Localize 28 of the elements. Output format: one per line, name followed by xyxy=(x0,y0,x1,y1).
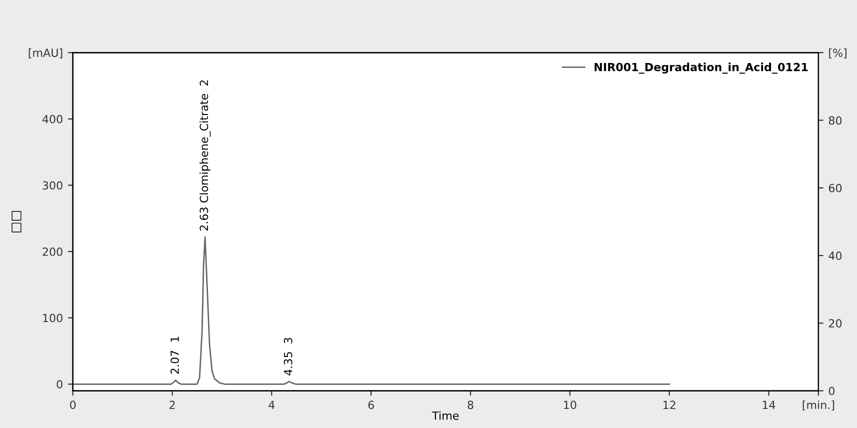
annotation: 2.63 Clomiphene_Citrate 2 xyxy=(200,80,211,231)
annotation: 4.35 3 xyxy=(284,338,292,376)
x-tick-label: [min.] xyxy=(802,400,834,410)
x-tick-label: 0 xyxy=(70,400,76,410)
y2-tick-label: 0 xyxy=(828,386,834,396)
y-tick-label: 400 xyxy=(42,114,62,124)
y-tick-label: 100 xyxy=(43,314,62,322)
annotation: 2.07 1 xyxy=(170,336,179,374)
y-tick-label: [mAU] xyxy=(28,48,62,58)
legend-label: NIR001_Degradation_in_Acid_0121 xyxy=(594,62,808,74)
y-tick-label: 200 xyxy=(42,248,62,256)
y2-tick-label: 40 xyxy=(828,251,842,260)
x-axis-title: Time xyxy=(432,411,459,420)
y-tick-label: 0 xyxy=(56,380,62,389)
x-tick-label: 14 xyxy=(762,400,776,409)
y2-tick-label: 60 xyxy=(828,184,842,192)
x-tick-label: 10 xyxy=(564,400,576,410)
y-axis-title: □□ xyxy=(12,211,22,232)
x-tick-label: 2 xyxy=(170,400,175,409)
y2-tick-label: 20 xyxy=(828,319,842,328)
y-tick-label: 300 xyxy=(42,181,62,190)
y2-tick-label: [%] xyxy=(829,48,846,58)
x-tick-label: 12 xyxy=(663,400,676,409)
line-series xyxy=(72,236,670,385)
y2-tick-label: 80 xyxy=(828,116,842,125)
x-tick-label: 6 xyxy=(368,400,374,410)
x-tick-label: 8 xyxy=(468,400,474,410)
x-tick-label: 4 xyxy=(268,400,275,409)
